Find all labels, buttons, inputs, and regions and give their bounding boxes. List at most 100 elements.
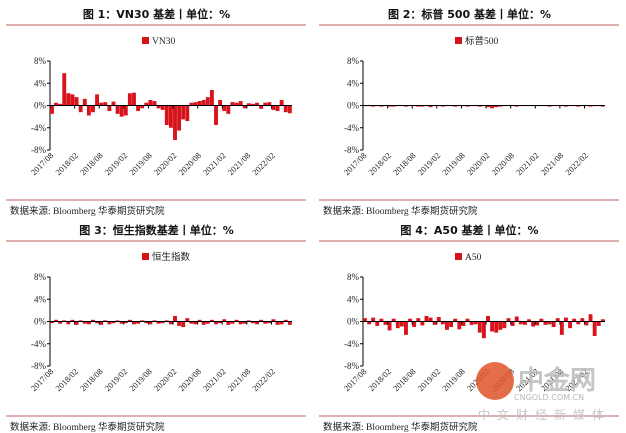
bar: [279, 321, 284, 325]
legend-label: 恒生指数: [152, 251, 191, 263]
bar: [209, 89, 214, 106]
bar: [440, 321, 445, 325]
bar: [103, 102, 108, 106]
bar: [404, 105, 408, 107]
bar: [99, 102, 104, 106]
bar: [173, 315, 177, 322]
y-tick-label: 8%: [34, 56, 47, 66]
bar: [375, 321, 380, 326]
bar: [420, 321, 425, 326]
bar: [99, 321, 104, 325]
bar: [592, 321, 597, 336]
bar: [86, 321, 91, 325]
bar: [283, 105, 288, 113]
bar: [127, 319, 132, 322]
x-tick-label: 2019/08: [127, 366, 154, 393]
bar: [547, 321, 552, 325]
chart-title: 图 4：A50 基差丨单位：%: [400, 224, 539, 237]
bar: [164, 320, 169, 322]
bar: [510, 321, 515, 326]
bar: [600, 319, 605, 322]
bar: [481, 321, 486, 339]
bar: [95, 94, 100, 106]
bar: [424, 315, 429, 322]
x-tick-label: 2019/02: [415, 366, 442, 393]
bar: [246, 320, 251, 322]
bar: [238, 321, 243, 325]
bar: [62, 320, 67, 322]
legend-swatch: [455, 253, 462, 260]
bar: [107, 321, 112, 325]
bar: [267, 321, 272, 324]
bar: [399, 321, 404, 327]
x-tick-label: 2019/02: [102, 366, 129, 393]
bar: [596, 321, 601, 326]
y-tick-label: 0%: [34, 101, 47, 111]
bar: [469, 321, 474, 325]
bar: [473, 321, 478, 325]
bar: [214, 105, 218, 125]
bar: [160, 321, 165, 324]
bar: [255, 321, 259, 325]
x-tick-label: 2019/02: [415, 150, 442, 177]
bar: [391, 318, 396, 322]
x-tick-label: 2020/08: [176, 366, 203, 393]
y-tick-label: 8%: [347, 272, 360, 282]
bar: [193, 321, 198, 325]
bar: [242, 321, 247, 324]
bar: [82, 98, 87, 106]
bar: [132, 321, 136, 325]
bar: [576, 105, 581, 107]
x-tick-label: 2020/08: [489, 150, 516, 177]
bar: [193, 102, 198, 106]
y-tick-label: 4%: [347, 78, 360, 88]
bar: [440, 105, 445, 107]
legend-swatch: [142, 37, 149, 44]
bar: [412, 321, 417, 328]
bar: [432, 321, 437, 325]
bar: [404, 321, 408, 335]
bar: [457, 321, 462, 330]
bar: [111, 321, 116, 324]
x-tick-label: 2021/08: [226, 366, 253, 393]
bar: [226, 105, 231, 114]
y-tick-label: -4%: [31, 339, 46, 349]
bar: [250, 103, 255, 106]
bar: [238, 101, 243, 106]
chart-title: 图 3：恒生指数基差丨单位：%: [79, 224, 234, 237]
bar: [160, 105, 165, 110]
bar: [255, 102, 259, 106]
bar: [580, 318, 585, 322]
x-tick-label: 2018/02: [366, 366, 393, 393]
bar: [189, 321, 194, 324]
bar: [363, 318, 367, 322]
bar: [391, 105, 396, 107]
bar: [379, 105, 384, 107]
legend-label: A50: [465, 253, 482, 263]
bar: [461, 321, 466, 326]
bar: [453, 318, 458, 322]
bar: [209, 319, 214, 322]
x-tick-label: 2018/02: [53, 366, 80, 393]
bar: [486, 315, 490, 322]
bar: [177, 321, 182, 326]
x-tick-label: 2020/02: [465, 150, 492, 177]
bar: [132, 92, 136, 106]
bar: [416, 105, 421, 107]
y-tick-label: -8%: [344, 361, 359, 371]
chart-title: 图 1：VN30 基差丨单位：%: [82, 8, 231, 21]
x-tick-label: 2021/02: [201, 150, 228, 177]
x-tick-label: 2018/08: [391, 366, 418, 393]
bar: [559, 321, 564, 335]
x-tick-label: 2021/02: [201, 366, 228, 393]
bar: [486, 105, 490, 108]
bar: [197, 101, 202, 106]
bar: [379, 318, 384, 322]
bar: [66, 93, 71, 106]
logo-mark: [476, 362, 514, 400]
bar: [514, 316, 519, 322]
chart-panel-2: 图 2：标普 500 基差丨单位：% 数据来源: Bloomberg 华泰期货研究…: [313, 0, 626, 217]
bar: [259, 319, 264, 322]
bar: [218, 321, 223, 324]
bar: [387, 105, 392, 107]
